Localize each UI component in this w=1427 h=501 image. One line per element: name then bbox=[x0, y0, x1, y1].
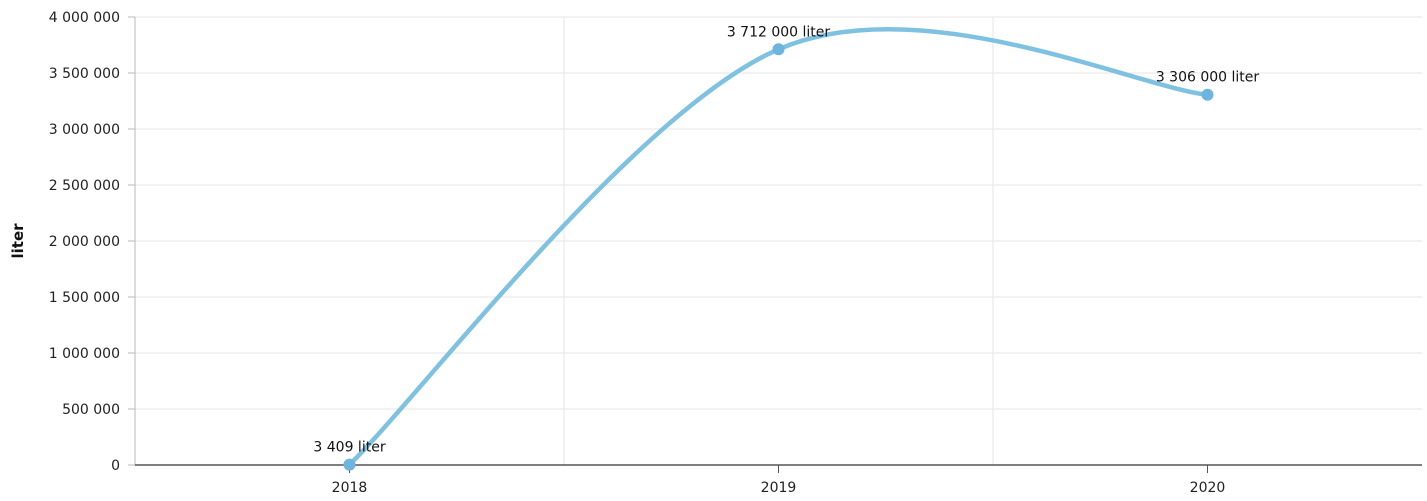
y-tick-label: 2 000 000 bbox=[49, 234, 120, 250]
data-point[interactable] bbox=[772, 43, 785, 56]
y-tick-labels: 0 500 000 1 000 000 1 500 000 2 000 000 2 500… bbox=[49, 10, 120, 474]
data-labels: 3 409 liter 3 712 000 liter 3 306 000 lite… bbox=[313, 24, 1259, 455]
data-label: 3 712 000 liter bbox=[727, 24, 831, 40]
y-tick-label: 4 000 000 bbox=[49, 10, 120, 26]
y-tick-label: 500 000 bbox=[62, 402, 120, 418]
series-line-group bbox=[347, 26, 1210, 467]
grid-lines bbox=[135, 16, 1422, 465]
data-label: 3 409 liter bbox=[313, 440, 385, 456]
y-tick-label: 0 bbox=[111, 458, 120, 474]
y-axis-title: liter bbox=[9, 223, 27, 259]
x-tick-labels: 2018 2019 2020 bbox=[332, 480, 1226, 496]
data-point[interactable] bbox=[1201, 88, 1214, 101]
y-tick-label: 1 500 000 bbox=[49, 290, 120, 306]
x-tick-label: 2018 bbox=[332, 480, 368, 496]
data-points bbox=[343, 43, 1214, 471]
y-tick-label: 3 000 000 bbox=[49, 122, 120, 138]
x-tick-label: 2019 bbox=[761, 480, 797, 496]
data-label: 3 306 000 liter bbox=[1156, 70, 1260, 86]
series-line bbox=[347, 26, 1210, 467]
y-tick-label: 3 500 000 bbox=[49, 66, 120, 82]
x-tick-label: 2020 bbox=[1190, 480, 1226, 496]
y-tick-label: 1 000 000 bbox=[49, 346, 120, 362]
y-tick-label: 2 500 000 bbox=[49, 178, 120, 194]
data-point[interactable] bbox=[343, 458, 356, 471]
